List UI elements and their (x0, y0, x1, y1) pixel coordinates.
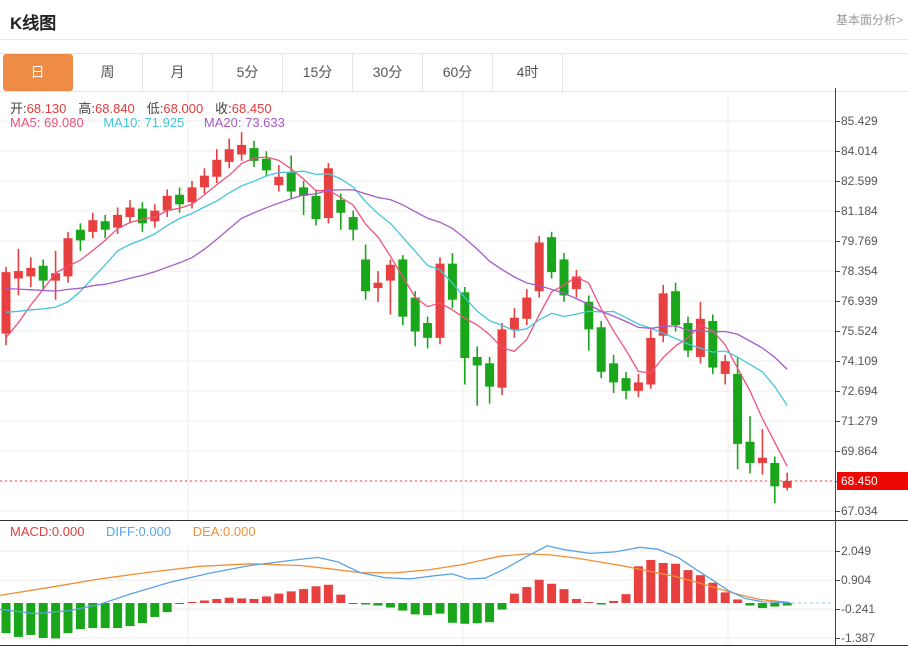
ma-row: MA5: 69.080 MA10: 71.925 MA20: 73.633 (10, 115, 301, 130)
title-bar: K线图 基本面分析> (0, 0, 908, 40)
close-label: 收: (215, 101, 232, 116)
candlestick-chart (0, 92, 835, 520)
current-price-badge: 68.450 (837, 472, 908, 490)
axis-tick (836, 121, 840, 122)
axis-tick (836, 551, 840, 552)
price-axis-label: 67.034 (841, 504, 878, 518)
axis-tick (836, 211, 840, 212)
price-axis-label: 75.524 (841, 324, 878, 338)
open-value: 68.130 (26, 101, 67, 116)
axis-tick (836, 609, 840, 610)
axis-tick (836, 241, 840, 242)
price-axis-label: 82.599 (841, 174, 878, 188)
diff-value: DIFF:0.000 (106, 524, 172, 539)
price-axis-label: 76.939 (841, 294, 878, 308)
axis-tick (836, 331, 840, 332)
macd-chart (0, 545, 835, 646)
price-axis-label: 81.184 (841, 204, 878, 218)
price-axis-line (835, 88, 836, 646)
tab-month[interactable]: 月 (143, 54, 213, 91)
price-axis-label: 72.694 (841, 384, 878, 398)
tab-5min[interactable]: 5分 (213, 54, 283, 91)
open-label: 开: (10, 101, 27, 116)
axis-tick (836, 451, 840, 452)
axis-tick (836, 638, 840, 639)
low-value: 68.000 (163, 101, 204, 116)
tab-week[interactable]: 周 (73, 54, 143, 91)
macd-axis-label: -0.241 (841, 602, 876, 616)
axis-tick (836, 511, 840, 512)
close-value: 68.450 (231, 101, 272, 116)
ohlc-row: 开:68.130 高:68.840 低:68.000 收:68.450 (10, 98, 284, 117)
interval-tabs: 日周月 5分 15分 30分 60分 4时 (0, 53, 908, 92)
tab-15min[interactable]: 15分 (283, 54, 353, 91)
macd-axis-label: -1.387 (841, 631, 876, 645)
price-axis-label: 69.864 (841, 444, 878, 458)
high-label: 高: (78, 101, 96, 116)
macd-axis-label: 2.049 (841, 544, 872, 558)
low-label: 低: (146, 101, 164, 116)
tab-day[interactable]: 日 (3, 54, 73, 91)
tab-30min[interactable]: 30分 (353, 54, 423, 91)
page-title: K线图 (10, 14, 57, 33)
axis-tick (836, 271, 840, 272)
tab-4hour[interactable]: 4时 (493, 54, 563, 91)
ma5-value: MA5: 69.080 (10, 115, 84, 130)
axis-tick (836, 151, 840, 152)
price-axis-label: 84.014 (841, 144, 878, 158)
macd-row: MACD:0.000 DIFF:0.000 DEA:0.000 (10, 524, 274, 539)
dea-value: DEA:0.000 (192, 524, 256, 539)
fundamental-analysis-link[interactable]: 基本面分析> (835, 13, 903, 27)
axis-tick (836, 580, 840, 581)
macd-value: MACD:0.000 (10, 524, 85, 539)
price-axis-label: 71.279 (841, 414, 878, 428)
price-axis-label: 79.769 (841, 234, 878, 248)
axis-tick (836, 181, 840, 182)
price-axis-label: 74.109 (841, 354, 878, 368)
ma10-value: MA10: 71.925 (103, 115, 185, 130)
tab-60min[interactable]: 60分 (423, 54, 493, 91)
panel-separator (0, 520, 908, 521)
axis-tick (836, 301, 840, 302)
axis-tick (836, 391, 840, 392)
ma20-value: MA20: 73.633 (203, 115, 285, 130)
price-axis-label: 85.429 (841, 114, 878, 128)
price-axis-label: 78.354 (841, 264, 878, 278)
high-value: 68.840 (95, 101, 135, 116)
axis-tick (836, 361, 840, 362)
axis-tick (836, 421, 840, 422)
macd-axis-label: 0.904 (841, 573, 872, 587)
